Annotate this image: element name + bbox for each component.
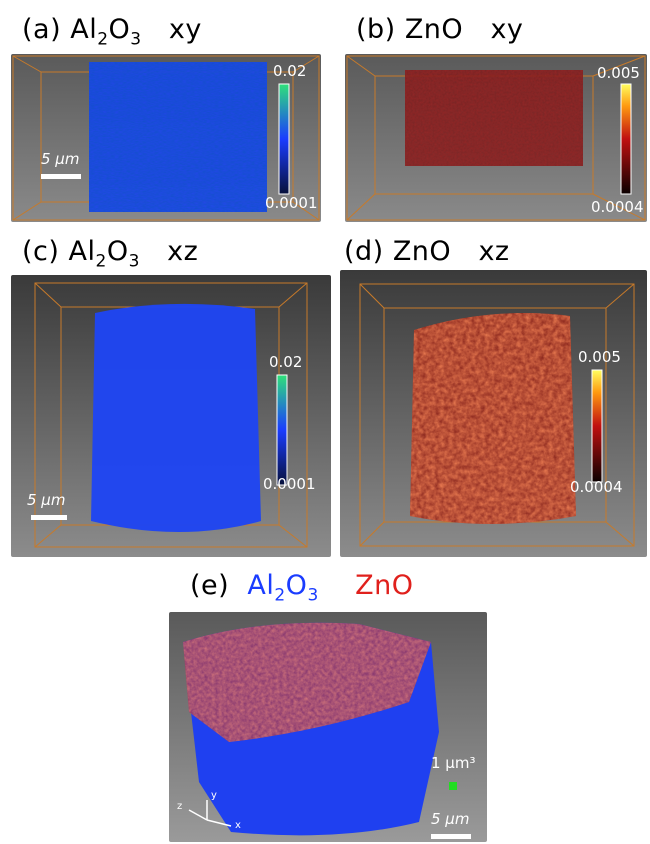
panel-e-title: (e) Al2O3 ZnO [190,570,413,605]
axis-y-label: y [211,790,217,801]
al2o3-volume [91,304,261,532]
colorbar-c-min: 0.0001 [263,475,316,493]
colorbar-c [277,375,287,485]
panel-c-image: 0.02 0.0001 5 μm [11,275,331,557]
colorbar-a-max: 0.02 [273,62,306,80]
colorbar-d-min: 0.0004 [570,478,623,496]
colorbar-d [592,370,602,482]
axis-z-label: z [177,801,182,812]
scalebar-e [431,834,471,839]
legend-zno: ZnO [355,570,413,601]
scalebar-e-label: 5 μm [431,810,469,828]
axis-x-label: x [235,820,241,831]
colorbar-d-max: 0.005 [578,348,621,366]
voxel-cube-icon [449,782,457,790]
panel-c-title: (c) Al2O3 xz [22,236,198,271]
panel-a-title: (a) Al2O3 xy [22,14,202,49]
scalebar-a-label: 5 μm [41,150,79,168]
colorbar-a-min: 0.0001 [265,194,318,212]
panel-e-render [169,612,487,842]
colorbar-b-min: 0.0004 [591,198,644,216]
panel-a-image: 0.02 0.0001 5 μm [11,54,321,222]
panel-b-title: (b) ZnO xy [356,14,523,45]
panel-d-image: 0.005 0.0004 [340,270,647,557]
panel-d-render [340,270,647,557]
scalebar-c-label: 5 μm [27,491,65,509]
colorbar-c-max: 0.02 [269,353,302,371]
panel-b-image: 0.005 0.0004 [345,54,647,222]
colorbar-b-max: 0.005 [597,64,640,82]
panel-e-image: z y x 1 μm³ 5 μm [169,612,487,842]
panel-d-title: (d) ZnO xz [344,236,510,267]
colorbar-b [621,84,631,194]
legend-al2o3: Al2O3 [247,570,318,601]
scalebar-c [31,515,67,520]
colorbar-a [279,84,289,194]
scalebar-a [41,174,81,179]
voxel-label: 1 μm³ [431,754,475,772]
